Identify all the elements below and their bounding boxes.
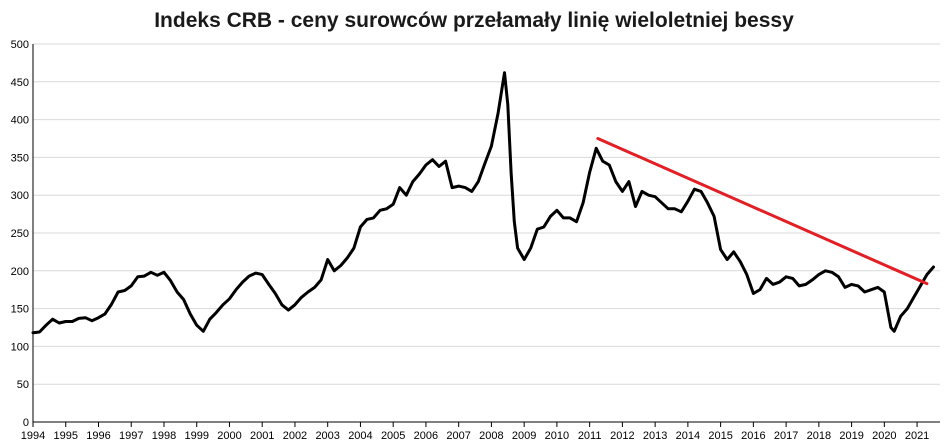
x-tick-label: 2001 [250,430,274,442]
x-tick-label: 2009 [512,430,536,442]
series-line-crb-index [31,71,935,335]
y-tick-label: 300 [11,190,29,202]
chart-title: Indeks CRB - ceny surowców przełamały li… [154,9,794,32]
x-tick-label: 2002 [283,430,307,442]
x-tick-label: 2000 [217,430,241,442]
x-tick-label: 2013 [643,430,667,442]
x-tick-label: 1999 [184,430,208,442]
y-tick-label: 450 [11,77,29,89]
series-layer [31,71,935,335]
x-tick-label: 1996 [86,430,110,442]
x-tick-label: 2011 [578,430,602,442]
axes [32,44,940,423]
y-tick-label: 100 [11,341,29,353]
x-tick-label: 2021 [905,430,929,442]
x-tick-label: 2004 [348,430,372,442]
x-tick-label: 2003 [315,430,339,442]
x-tick-label: 2010 [545,430,569,442]
x-axis-ticks: 1994 1995 1996 1997 1998 1999 2000 2001 2002 2003… [21,422,929,442]
x-tick-label: 2015 [708,430,732,442]
y-tick-label: 250 [11,228,29,240]
x-tick-label: 2012 [610,430,634,442]
y-tick-label: 500 [11,39,29,51]
y-tick-label: 50 [17,379,29,391]
x-tick-label: 2019 [839,430,863,442]
y-tick-label: 200 [11,266,29,278]
x-tick-label: 2020 [872,430,896,442]
x-tick-label: 1995 [54,430,78,442]
x-tick-label: 1997 [119,430,143,442]
y-tick-label: 150 [11,304,29,316]
x-tick-label: 2007 [446,430,470,442]
downtrend-line [596,137,929,286]
gridlines [33,43,940,385]
x-tick-label: 2005 [381,430,405,442]
x-tick-label: 2017 [774,430,798,442]
x-tick-label: 2018 [807,430,831,442]
y-tick-label: 400 [11,115,29,127]
x-tick-label: 2006 [414,430,438,442]
y-axis-ticks: 0 50 100 150 200 250 300 350 400 450 500 [11,39,29,429]
y-tick-label: 0 [23,417,29,429]
x-tick-label: 1998 [152,430,176,442]
x-tick-label: 1994 [21,430,45,442]
y-tick-label: 350 [11,152,29,164]
x-tick-label: 2016 [741,430,765,442]
x-tick-label: 2014 [676,430,700,442]
x-tick-label: 2008 [479,430,503,442]
trendline-layer [596,137,929,286]
